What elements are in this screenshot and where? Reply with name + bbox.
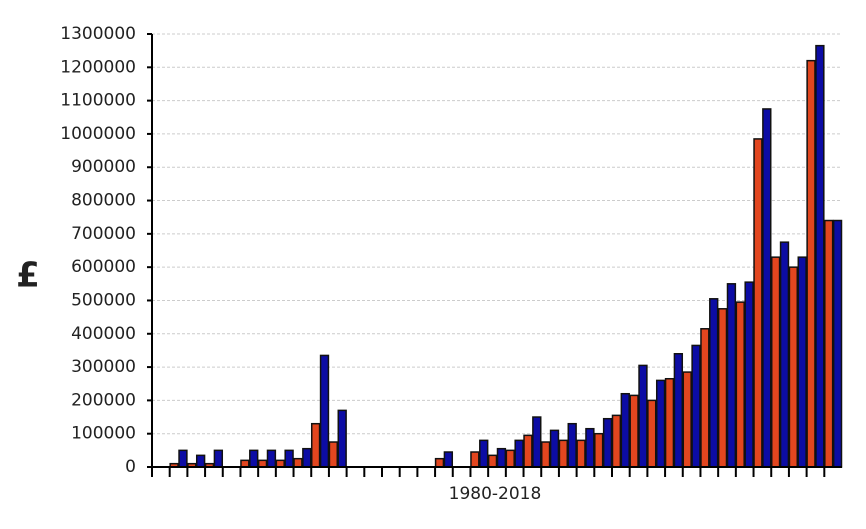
bar: [717, 308, 728, 468]
bar: [178, 449, 188, 468]
bar: [611, 414, 622, 468]
bar: [797, 256, 807, 468]
bar: [319, 354, 330, 468]
y-tick-label: 1000000: [60, 124, 136, 144]
bar: [496, 447, 507, 468]
bar: [779, 241, 790, 468]
bar: [514, 439, 524, 468]
bar: [629, 394, 639, 468]
bar: [576, 439, 586, 468]
bar: [549, 429, 560, 468]
bar: [284, 449, 294, 468]
bar: [293, 457, 303, 468]
y-tick-label: 300000: [71, 357, 136, 377]
x-axis-label: 1980-2018: [449, 484, 542, 504]
bar: [213, 449, 224, 468]
y-tick-label: 100000: [71, 424, 136, 444]
y-tick-label: 900000: [71, 157, 136, 177]
bar: [249, 449, 259, 468]
y-tick-label: 700000: [71, 224, 136, 244]
bar: [638, 364, 648, 468]
bar: [585, 427, 595, 468]
bar: [824, 219, 834, 468]
bar: [310, 422, 321, 468]
bar: [479, 439, 489, 468]
bar: [602, 417, 613, 468]
bar: [540, 441, 551, 468]
bar: [762, 108, 772, 468]
bar: [815, 44, 825, 468]
y-tick-label: 500000: [71, 290, 136, 310]
bar: [567, 422, 577, 468]
y-tick-label: 200000: [71, 390, 136, 410]
bar: [266, 449, 277, 468]
y-tick-label: 600000: [71, 257, 136, 277]
y-tick-label: 1200000: [60, 57, 136, 77]
bar: [691, 344, 701, 468]
bar: [788, 266, 799, 468]
bar: [620, 392, 630, 468]
bar: [470, 451, 480, 468]
bar: [532, 416, 542, 468]
bar: [709, 298, 719, 468]
y-tick-label: 800000: [71, 191, 136, 211]
bar: [505, 449, 515, 468]
bar: [443, 451, 454, 468]
bar: [558, 439, 569, 468]
bar: [753, 138, 763, 468]
bar: [523, 434, 533, 468]
y-tick-label: 0: [125, 457, 136, 477]
bar: [302, 447, 312, 468]
bar: [726, 283, 737, 468]
bar: [337, 409, 347, 468]
y-tick-label: 1300000: [60, 24, 136, 44]
bar: [735, 301, 745, 468]
bar: [594, 432, 604, 468]
bar: [664, 377, 675, 468]
bar: [832, 219, 843, 468]
bar: [770, 256, 781, 468]
bar: [655, 379, 666, 468]
bar: [673, 353, 684, 468]
bar: [700, 328, 710, 468]
bar: [744, 281, 754, 468]
y-tick-label: 400000: [71, 324, 136, 344]
bar: [195, 454, 206, 468]
bar: [806, 59, 816, 468]
bar: [647, 399, 657, 468]
bar: [487, 454, 498, 468]
bar: [328, 441, 339, 468]
bar: [682, 371, 692, 468]
bar: [434, 457, 445, 468]
y-axis-label: £: [16, 256, 40, 296]
y-tick-label: 1100000: [60, 91, 136, 111]
